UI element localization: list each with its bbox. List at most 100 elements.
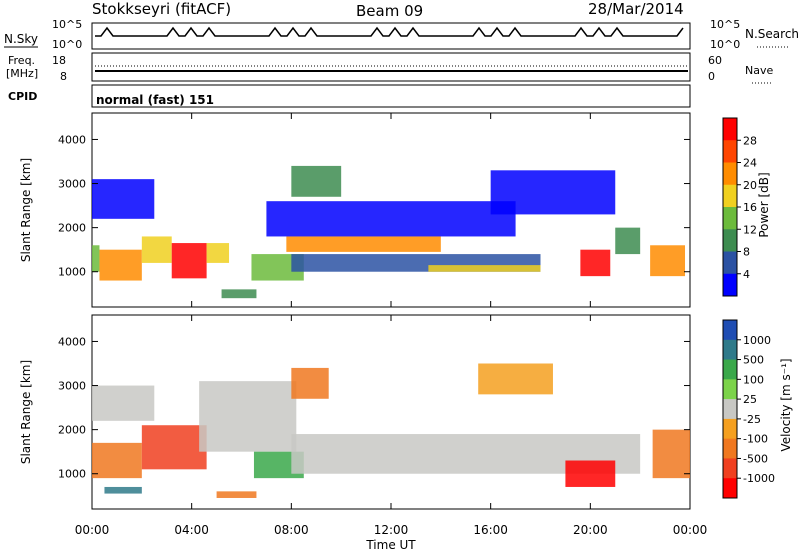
xtick-label-2: 08:00 (274, 523, 309, 537)
power-region-1 (99, 249, 142, 281)
power-cbar-swatch-3 (723, 184, 737, 208)
freq-label: Freq. (8, 54, 35, 67)
velocity-cbar-swatch-3 (723, 379, 737, 400)
power-axes: 1000 2000 3000 4000 (58, 113, 691, 307)
nsearch-label: N.Search (745, 27, 799, 41)
velocity-region-9 (565, 460, 616, 487)
xtick-label-0: 00:00 (75, 523, 110, 537)
velocity-region-4 (216, 491, 257, 498)
power-ylabel: Slant Range [km] (19, 158, 33, 262)
velocity-cbar-swatch-7 (723, 458, 737, 479)
power-cbar-swatch-6 (723, 251, 737, 275)
freq-tick-bottom: 8 (60, 70, 67, 83)
power-cbar-label-5: 8 (743, 246, 750, 259)
velocity-cbar-swatch-4 (723, 399, 737, 420)
velocity-cbar-swatch-1 (723, 339, 737, 361)
power-colorbar: 28 24 20 16 12 8 4 (722, 117, 757, 297)
velocity-colorbar: 1000 500 100 25 -25 -100 -500 -1000 (722, 319, 775, 499)
power-cbar-label-1: 24 (743, 157, 757, 170)
power-region-14 (490, 170, 616, 215)
velocity-cbar-label-7: -1000 (743, 472, 775, 485)
ytick-label-0-3: 4000 (58, 133, 86, 146)
power-cbar-label-6: 4 (743, 268, 750, 281)
power-region-16 (291, 165, 342, 197)
xtick-label-5: 20:00 (573, 523, 608, 537)
freq-unit-label: [MHz] (6, 67, 38, 80)
velocity-cbar-label: Velocity [m s⁻¹] (779, 358, 793, 451)
power-region-4 (206, 243, 230, 263)
nsky-trace (95, 26, 684, 37)
nave-tick-bottom: 0 (708, 70, 715, 83)
time-xlabel: Time UT (365, 538, 416, 552)
velocity-cbar-label-6: -500 (743, 452, 768, 465)
velocity-cbar-swatch-8 (723, 478, 737, 499)
cpid-value: normal (fast) 151 (96, 93, 214, 107)
ytick-label-1-2: 3000 (58, 380, 86, 393)
power-region-0 (92, 245, 100, 272)
power-region-5 (221, 289, 257, 299)
nave-label: Nave (745, 64, 773, 77)
ytick-label-1-0: 1000 (58, 468, 86, 481)
velocity-cbar-label-0: 1000 (743, 334, 771, 347)
nave-tick-top: 60 (708, 54, 722, 67)
power-region-9 (428, 265, 541, 272)
nsky-label: N.Sky (4, 32, 38, 46)
power-cbar-swatch-0 (723, 118, 737, 141)
time-axis-ticks: 00:00 04:00 08:00 12:00 16:00 20:00 00:00 (75, 523, 708, 537)
power-cbar-label-2: 20 (743, 179, 757, 192)
velocity-region-5 (199, 381, 297, 452)
freq-tick-top: 18 (52, 54, 66, 67)
velocity-cbar-swatch-5 (723, 418, 737, 440)
velocity-region-3 (104, 486, 142, 494)
power-cbar-label-4: 12 (743, 223, 757, 236)
station-title: Stokkseyri (fitACF) (92, 0, 231, 18)
velocity-region-10 (652, 429, 690, 479)
power-cbar-label-3: 16 (743, 201, 757, 214)
power-heatmap (92, 165, 686, 299)
xtick-label-6: 00:00 (673, 523, 708, 537)
velocity-heatmap (92, 363, 690, 498)
xtick-label-4: 16:00 (473, 523, 508, 537)
ytick-label-1-1: 2000 (58, 424, 86, 437)
ytick-label-0-1: 2000 (58, 222, 86, 235)
cpid-label: CPID (8, 90, 37, 103)
beam-title: Beam 09 (356, 2, 423, 20)
velocity-ylabel: Slant Range [km] (19, 360, 33, 464)
velocity-cbar-swatch-2 (723, 359, 737, 380)
velocity-cbar-label-2: 100 (743, 373, 764, 386)
ytick-label-0-2: 3000 (58, 178, 86, 191)
noise-trace (95, 26, 684, 37)
power-region-12 (650, 245, 686, 277)
velocity-cbar-label-1: 500 (743, 354, 764, 367)
noise-tick-right-bottom: 10^0 (710, 38, 740, 51)
velocity-cbar-swatch-6 (723, 438, 737, 459)
power-region-3 (171, 243, 207, 279)
xtick-label-1: 04:00 (174, 523, 209, 537)
date-title: 28/Mar/2014 (588, 0, 684, 18)
velocity-region-2 (141, 425, 207, 470)
power-region-13 (266, 201, 516, 237)
noise-panel-frame (91, 22, 691, 50)
power-cbar-swatch-1 (723, 140, 737, 163)
velocity-region-11 (291, 367, 329, 399)
velocity-region-8 (478, 363, 553, 395)
noise-tick-right-top: 10^5 (710, 18, 740, 31)
power-cbar-swatch-2 (723, 162, 737, 186)
power-cbar-label-0: 28 (743, 134, 757, 147)
power-region-7 (286, 236, 441, 252)
power-cbar-label: Power [dB] (757, 172, 771, 237)
velocity-axes: 1000 2000 3000 4000 (58, 315, 691, 509)
cpid-panel-frame (91, 84, 691, 108)
power-region-10 (580, 249, 611, 277)
ytick-label-0-0: 1000 (58, 266, 86, 279)
power-region-15 (92, 179, 155, 219)
power-cbar-swatch-4 (723, 207, 737, 230)
velocity-region-0 (92, 385, 155, 421)
noise-tick-left-bottom: 10^0 (52, 38, 82, 51)
power-cbar-swatch-7 (723, 273, 737, 297)
noise-tick-left-top: 10^5 (52, 18, 82, 31)
velocity-cbar-label-4: -25 (743, 413, 761, 426)
velocity-cbar-swatch-0 (723, 320, 737, 341)
power-region-2 (141, 236, 172, 263)
